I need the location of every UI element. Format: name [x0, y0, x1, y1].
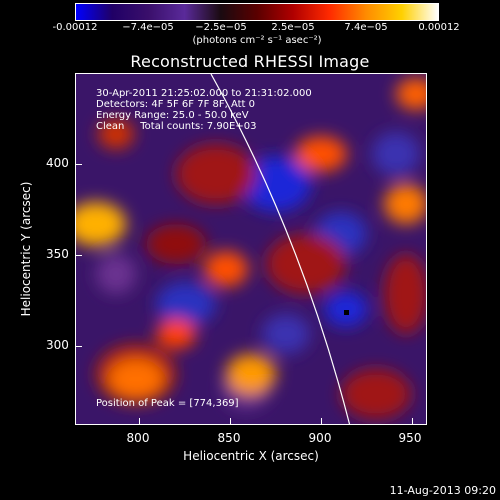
info-line-1: 30-Apr-2011 21:25:02.000 to 21:31:02.000	[96, 88, 312, 99]
x-tick-900	[321, 418, 322, 424]
info-line-3: Energy Range: 25.0 - 50.0 keV	[96, 110, 249, 121]
colorbar-label-3: −2.5e−05	[195, 22, 247, 33]
timestamp: 11-Aug-2013 09:20	[389, 484, 496, 497]
colorbar-label-6: 0.00012	[418, 22, 460, 33]
colorbar-units: (photons cm⁻² s⁻¹ asec⁻²)	[192, 35, 322, 46]
x-tick-label-850: 850	[217, 431, 241, 445]
info-line-4: Clean Total counts: 7.90E+03	[96, 121, 257, 132]
peak-position-text: Position of Peak = [774,369]	[96, 398, 239, 409]
image-plot: 30-Apr-2011 21:25:02.000 to 21:31:02.000…	[75, 73, 427, 425]
colorbar-gradient	[76, 4, 438, 20]
y-tick-label-400: 400	[46, 156, 69, 170]
y-tick-300	[76, 346, 82, 347]
colorbar	[75, 3, 439, 21]
info-line-2: Detectors: 4F 5F 6F 7F 8F, Att 0	[96, 99, 256, 110]
x-axis-label: Heliocentric X (arcsec)	[183, 449, 319, 463]
x-tick-label-900: 900	[308, 431, 332, 445]
colorbar-label-1: -0.00012	[52, 22, 98, 33]
x-tick-800	[139, 418, 140, 424]
y-axis-label: Heliocentric Y (arcsec)	[19, 181, 33, 317]
colorbar-label-2: −7.4e−05	[122, 22, 174, 33]
colorbar-label-4: 2.5e−05	[271, 22, 315, 33]
x-tick-label-800: 800	[126, 431, 150, 445]
y-tick-350	[76, 255, 82, 256]
y-tick-400	[76, 164, 82, 165]
plot-title: Reconstructed RHESSI Image	[130, 52, 370, 71]
colorbar-label-5: 7.4e−05	[344, 22, 388, 33]
y-tick-label-300: 300	[46, 338, 69, 352]
x-tick-850	[230, 418, 231, 424]
y-tick-label-350: 350	[46, 247, 69, 261]
rhessi-image	[76, 74, 426, 424]
x-tick-950	[412, 418, 413, 424]
x-tick-label-950: 950	[398, 431, 422, 445]
